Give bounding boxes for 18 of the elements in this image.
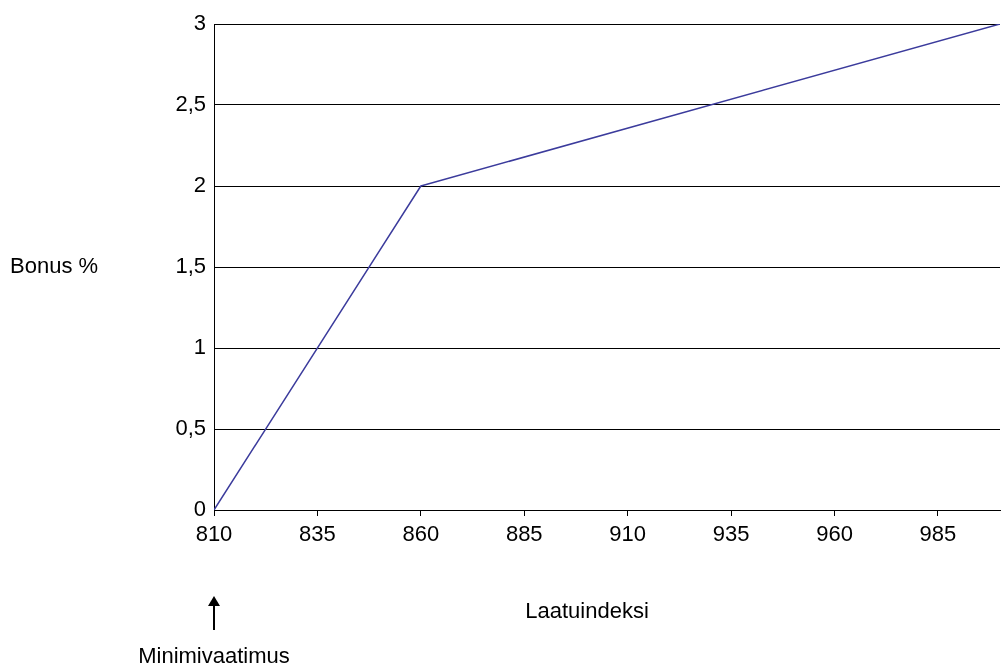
x-tick-label: 810 — [195, 521, 233, 547]
y-tick-label: 0,5 — [175, 415, 206, 441]
x-tick-label: 835 — [299, 521, 336, 547]
y-tick-label: 0 — [193, 496, 206, 522]
x-tick-label: 985 — [919, 521, 957, 547]
y-tick-label: 3 — [193, 10, 206, 36]
x-tick-label: 885 — [505, 521, 543, 547]
x-tick-label: 860 — [402, 521, 440, 547]
text: Minimivaatimus — [138, 643, 290, 669]
y-tick-label: 2,5 — [175, 91, 206, 117]
x-axis-title: Laatuindeksi — [525, 598, 649, 624]
x-tick-label: 910 — [609, 521, 647, 547]
x-tick-label: 935 — [712, 521, 750, 547]
y-tick-label: 1,5 — [175, 253, 206, 279]
y-tick-label: 1 — [193, 334, 206, 360]
x-tick-label: 960 — [816, 521, 853, 547]
y-axis-title: Bonus % — [10, 253, 99, 279]
y-tick-label: 2 — [193, 172, 206, 198]
